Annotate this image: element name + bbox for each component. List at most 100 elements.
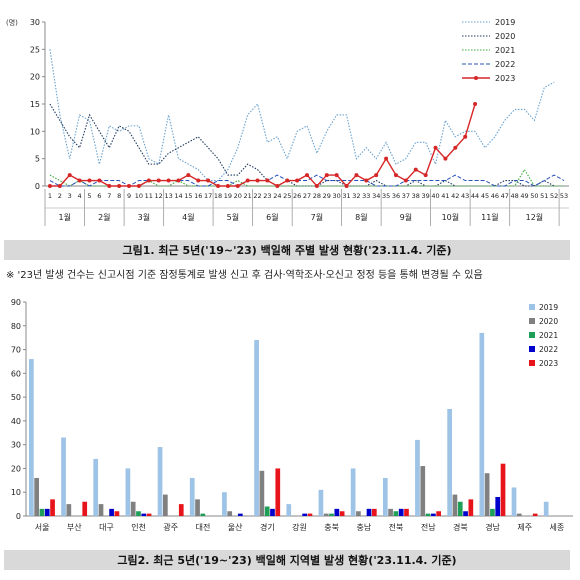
data-point-2023 xyxy=(393,173,398,178)
x-tick-label: 부산 xyxy=(67,522,82,532)
x-tick-label: 28 xyxy=(313,192,321,200)
y-tick-label: 30 xyxy=(11,441,21,450)
y-tick-label: 70 xyxy=(11,346,21,355)
y-axis-unit: (명) xyxy=(6,18,18,27)
y-tick-label: 20 xyxy=(30,73,40,82)
x-tick-label: 36 xyxy=(392,192,400,200)
bar-2020 xyxy=(420,466,426,516)
bar-2021 xyxy=(425,513,431,516)
x-tick-label: 42 xyxy=(451,192,459,200)
data-point-2023 xyxy=(176,178,181,183)
bar-2019 xyxy=(511,487,517,516)
month-label: 2월 xyxy=(98,212,110,222)
month-label: 11월 xyxy=(481,212,499,222)
x-tick-label: 8 xyxy=(117,192,121,200)
x-tick-label: 대구 xyxy=(99,523,114,532)
legend-label-2020: 2020 xyxy=(495,32,515,41)
data-point-2023 xyxy=(186,173,191,178)
bar-2019 xyxy=(286,504,292,516)
x-tick-label: 43 xyxy=(461,192,469,200)
bar-2022 xyxy=(237,513,243,516)
bar-2019 xyxy=(189,477,195,516)
month-label: 10월 xyxy=(442,212,460,222)
x-tick-label: 광주 xyxy=(163,522,178,532)
bar-2020 xyxy=(227,511,233,516)
bar-2023 xyxy=(50,499,55,516)
x-tick-label: 12 xyxy=(155,192,163,200)
x-tick-label: 11 xyxy=(145,192,153,200)
x-tick-label: 51 xyxy=(540,192,548,200)
x-tick-label: 서울 xyxy=(35,523,50,532)
x-tick-label: 9 xyxy=(127,192,131,200)
regional-bar-chart: 0 10 20 30 40 50 60 70 80 90 서울 부산 대구 인천 광주 대전 울산 경기 강원 충북 충… xyxy=(11,298,573,532)
y-tick-label: 20 xyxy=(11,464,21,473)
data-point-2023 xyxy=(384,156,389,161)
data-point-2023 xyxy=(324,173,329,178)
month-label: 5월 xyxy=(227,212,239,222)
data-point-2023 xyxy=(196,178,201,183)
x-tick-label: 15 xyxy=(184,192,192,200)
bar-2021 xyxy=(457,501,463,516)
bar-2020 xyxy=(163,494,168,516)
x-tick-label: 17 xyxy=(204,192,212,200)
bar-2019 xyxy=(318,489,324,516)
bar-2023 xyxy=(468,499,474,516)
x-tick-label: 14 xyxy=(174,192,182,200)
data-point-2023 xyxy=(314,184,319,188)
bar-2022 xyxy=(334,508,340,516)
x-tick-label: 46 xyxy=(491,192,499,200)
y-tick-label: 80 xyxy=(11,322,21,331)
legend-label-2019: 2019 xyxy=(539,303,558,312)
bar-2023 xyxy=(307,513,313,516)
x-tick-label: 25 xyxy=(283,192,291,200)
x-tick-label: 7 xyxy=(107,192,111,200)
bar-2023 xyxy=(114,511,120,516)
y-tick-label: 5 xyxy=(35,155,40,164)
data-point-2023 xyxy=(166,178,171,183)
bar-2019 xyxy=(61,437,66,516)
data-point-2023 xyxy=(354,173,359,178)
bar-2022 xyxy=(366,508,372,516)
bar-2020 xyxy=(130,501,136,516)
bar-2021 xyxy=(490,508,495,516)
x-tick-label: 48 xyxy=(510,192,518,200)
bar-2023 xyxy=(404,508,409,516)
data-point-2023 xyxy=(245,178,250,183)
y-tick-label: 0 xyxy=(16,512,21,521)
series-line-2020 xyxy=(49,103,555,187)
bar-2022 xyxy=(431,513,436,516)
bar-2021 xyxy=(200,513,206,516)
x-tick-label: 33 xyxy=(362,192,370,200)
bar-2019 xyxy=(382,477,388,516)
bar-2020 xyxy=(259,470,265,516)
data-point-2023 xyxy=(364,178,369,183)
bar-2020 xyxy=(516,513,522,516)
data-point-2023 xyxy=(403,178,408,183)
legend-label-2022: 2022 xyxy=(495,60,515,69)
data-point-2023 xyxy=(47,184,52,188)
x-tick-label: 29 xyxy=(323,192,331,200)
x-tick-label: 47 xyxy=(501,192,509,200)
bar-2019 xyxy=(93,458,99,516)
x-tick-label: 37 xyxy=(402,192,410,200)
bar-2022 xyxy=(109,508,114,516)
x-tick-label: 16 xyxy=(194,192,202,200)
bar-2021 xyxy=(393,511,399,516)
x-tick-label: 32 xyxy=(352,192,360,200)
bar-2022 xyxy=(495,496,501,516)
y-tick-label: 60 xyxy=(11,369,21,378)
x-tick-label: 27 xyxy=(303,192,311,200)
data-point-2023 xyxy=(216,184,221,188)
x-tick-label: 울산 xyxy=(228,522,243,532)
data-point-2023 xyxy=(473,102,478,106)
month-label: 12월 xyxy=(526,212,544,222)
x-tick-label: 31 xyxy=(342,192,350,200)
x-tick-label: 22 xyxy=(253,192,261,200)
bar-2019 xyxy=(157,447,163,516)
data-point-2023 xyxy=(107,184,112,188)
x-tick-label: 39 xyxy=(422,192,430,200)
series-line-2021 xyxy=(49,168,565,187)
x-tick-label: 21 xyxy=(244,192,252,200)
legend-label-2020: 2020 xyxy=(539,317,558,326)
x-tick-label: 26 xyxy=(293,192,301,200)
